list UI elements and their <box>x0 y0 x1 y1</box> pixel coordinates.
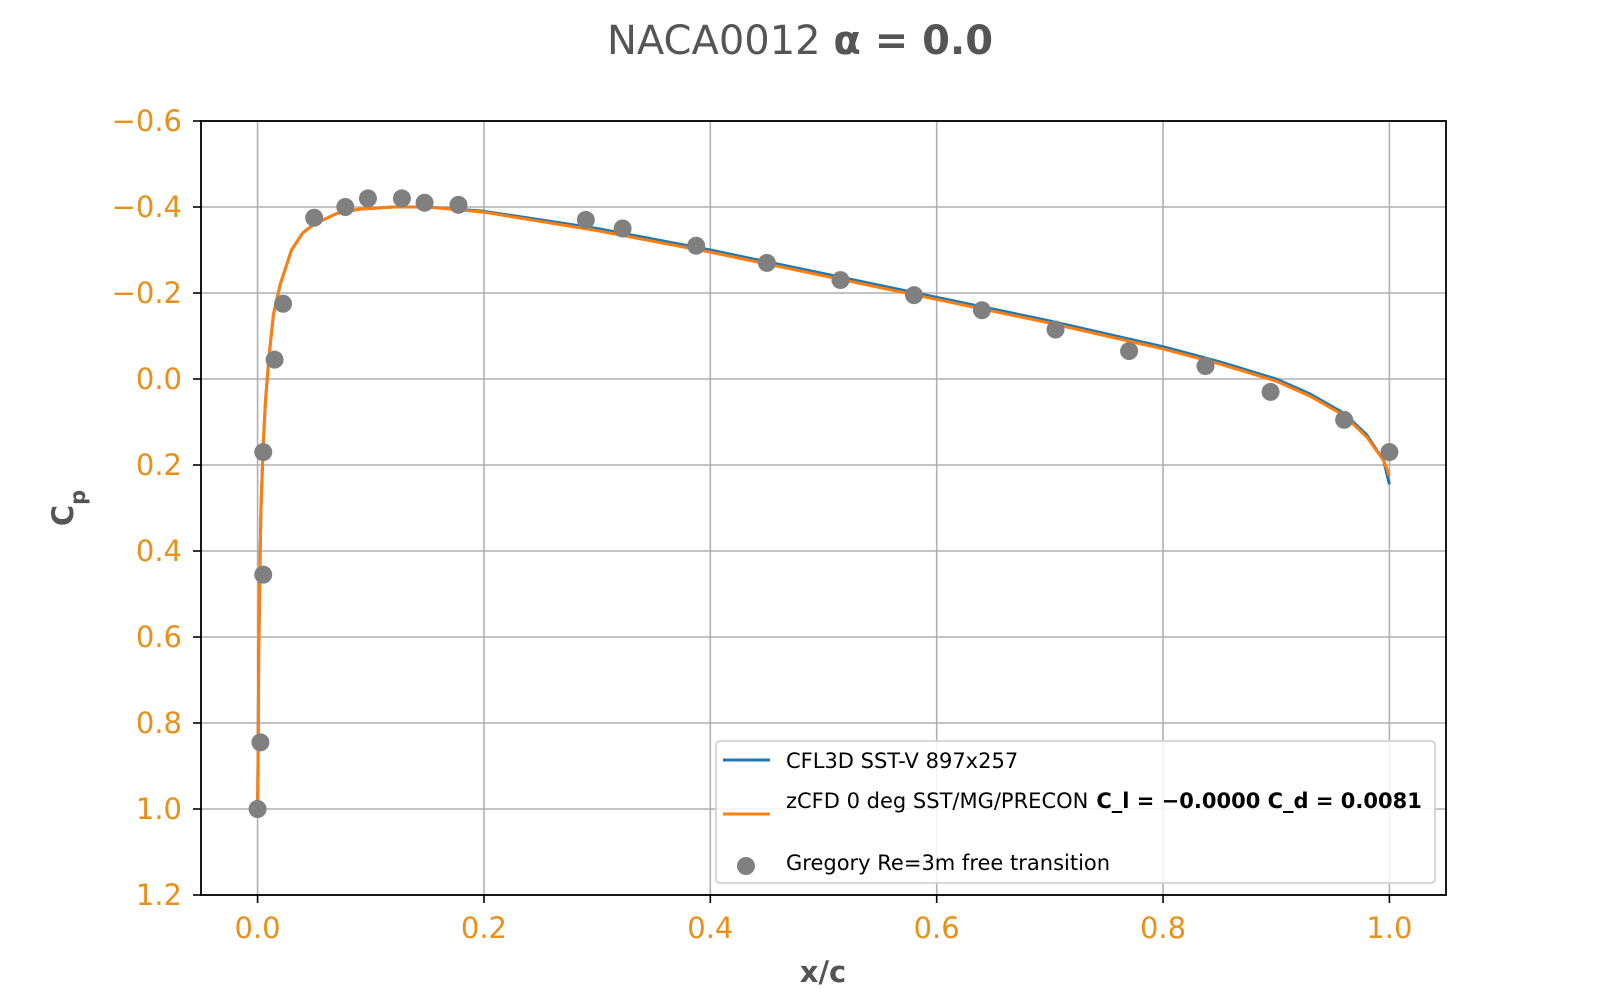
scatter-point <box>905 286 924 305</box>
scatter-point <box>254 565 273 584</box>
scatter-point <box>687 236 706 255</box>
series-layer <box>248 189 1399 818</box>
x-tick-label: 0.2 <box>461 911 507 945</box>
legend-box <box>715 740 1436 884</box>
legend-label-zcfd: zCFD 0 deg SST/MG/PRECON C_l = −0.0000 C_… <box>786 789 1422 813</box>
scatter-point <box>336 198 355 216</box>
y-tick-label: −0.6 <box>112 104 182 138</box>
scatter-point <box>1046 320 1065 339</box>
y-tick-label: 0.8 <box>136 706 182 740</box>
y-axis-label: Cp <box>46 490 90 526</box>
x-tick-label: 0.4 <box>687 911 733 945</box>
chart-title-math: α = 0.0 <box>833 18 993 64</box>
series-line-0 <box>256 205 1391 810</box>
y-tick-label: 0.2 <box>136 448 182 482</box>
scatter-point <box>392 189 411 208</box>
scatter-point <box>1196 357 1215 376</box>
x-tick-label: 0.8 <box>1140 911 1186 945</box>
legend-swatch-gregory <box>737 857 755 875</box>
x-tick-label: 0.6 <box>914 911 960 945</box>
scatter-point <box>1120 342 1139 361</box>
scatter-point <box>613 219 632 238</box>
scatter-point <box>254 443 273 462</box>
legend-label-zcfd-math: C_l = −0.0000 C_d = 0.0081 <box>1096 789 1421 813</box>
scatter-point <box>358 189 377 208</box>
scatter-point <box>415 193 434 212</box>
x-ticks: 0.0 0.2 0.4 0.6 0.8 1.0 <box>235 895 1412 945</box>
scatter-point <box>831 271 850 290</box>
legend-label-gregory: Gregory Re=3m free transition <box>786 851 1110 875</box>
scatter-point <box>449 195 468 214</box>
y-tick-label: 0.0 <box>136 362 182 396</box>
legend-label-cfl3d: CFL3D SST-V 897x257 <box>786 749 1018 773</box>
chart-title-prefix: NACA0012 <box>607 18 833 64</box>
y-tick-label: −0.4 <box>112 190 182 224</box>
y-axis-label-sub: p <box>66 490 90 505</box>
legend: CFL3D SST-V 897x257 zCFD 0 deg SST/MG/PR… <box>715 740 1436 884</box>
y-axis-label-main: C <box>46 505 80 526</box>
y-tick-label: −0.2 <box>112 276 182 310</box>
x-tick-label: 1.0 <box>1366 911 1412 945</box>
y-ticks: −0.6 −0.4 −0.2 0.0 0.2 0.4 0.6 0.8 1.0 1.2 <box>112 104 201 912</box>
scatter-point <box>305 208 324 227</box>
scatter-point <box>1335 410 1354 429</box>
y-tick-label: 0.6 <box>136 620 182 654</box>
legend-label-zcfd-name: zCFD 0 deg SST/MG/PRECON <box>786 789 1088 813</box>
plot-frame <box>200 120 1447 896</box>
scatter-point <box>972 301 991 320</box>
y-tick-label: 1.2 <box>136 878 182 912</box>
scatter-point <box>251 733 270 752</box>
y-tick-label: 0.4 <box>136 534 182 568</box>
chart-title: NACA0012 α = 0.0 <box>607 18 993 64</box>
x-tick-label: 0.0 <box>235 911 281 945</box>
scatter-point <box>757 253 776 272</box>
scatter-point <box>1380 443 1399 462</box>
x-axis-label: x/c <box>800 955 847 989</box>
series-line-1 <box>256 205 1391 810</box>
scatter-point <box>265 350 284 369</box>
y-tick-label: 1.0 <box>136 792 182 826</box>
scatter-point <box>576 210 595 229</box>
scatter-point <box>248 800 267 818</box>
grid <box>201 120 1446 896</box>
scatter-point <box>1261 382 1280 401</box>
scatter-point <box>274 294 293 313</box>
